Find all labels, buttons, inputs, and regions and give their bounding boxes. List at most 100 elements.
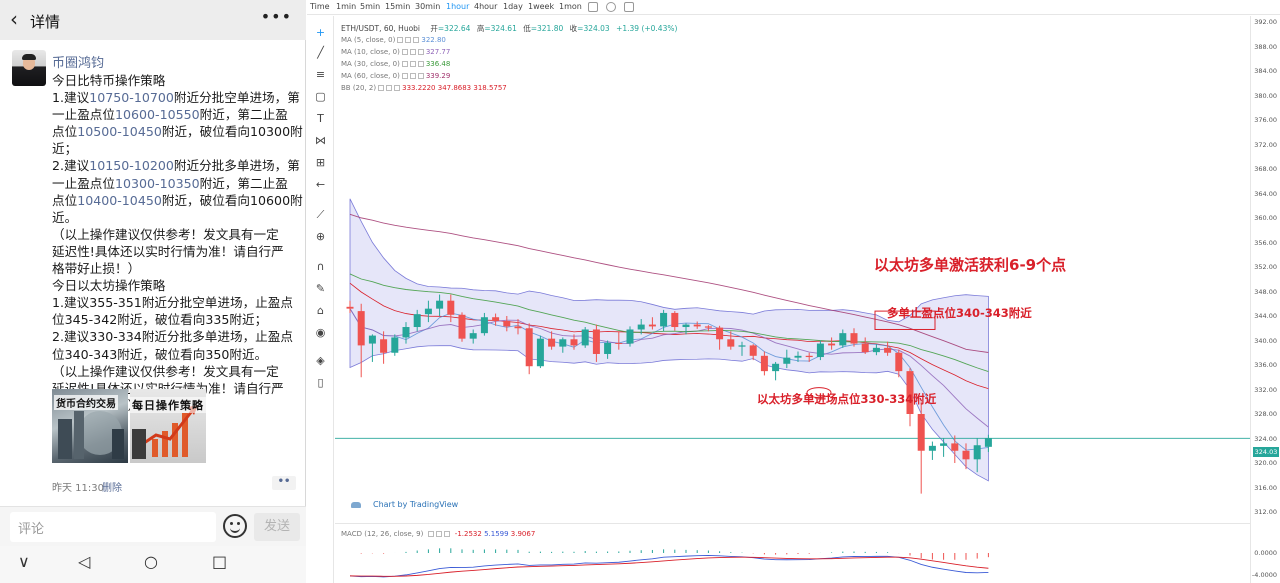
close-icon[interactable]: [413, 37, 420, 43]
close-icon[interactable]: [394, 85, 401, 91]
delete-link[interactable]: 删除: [102, 483, 122, 494]
eye-icon[interactable]: ◉: [315, 326, 326, 339]
settings-icon[interactable]: [435, 531, 442, 537]
post-line: 一止盈点位10300-10350附近，第二止盈: [52, 175, 302, 192]
zoom-in-icon[interactable]: ⊕: [315, 230, 326, 243]
close-icon[interactable]: [417, 73, 424, 79]
price-range-text: 10750-10700: [89, 90, 174, 106]
trendline-icon[interactable]: ╱: [317, 46, 324, 59]
post-image-1[interactable]: 货币合约交易: [52, 389, 128, 463]
settings-icon[interactable]: [409, 61, 416, 67]
indicator-ma10[interactable]: MA (10, close, 0) 327.77: [341, 48, 450, 56]
close-label: 收: [569, 24, 578, 33]
lock-icon[interactable]: ⌂: [317, 304, 324, 317]
image-1-caption: 货币合约交易: [54, 395, 118, 410]
visibility-icon[interactable]: [397, 37, 404, 43]
pencil-icon[interactable]: ✎: [315, 282, 326, 295]
candle-body: [805, 355, 813, 358]
visibility-icon[interactable]: [401, 73, 408, 79]
tf-time[interactable]: Time: [310, 2, 330, 11]
candle-body: [682, 324, 690, 328]
pattern-icon[interactable]: ⋈: [315, 134, 326, 147]
pane-separator[interactable]: [335, 523, 1250, 524]
y-tick-label: 320.00: [1254, 459, 1277, 467]
nav-collapse-icon[interactable]: ∨: [18, 552, 30, 571]
layers-icon[interactable]: ◈: [316, 354, 325, 367]
comment-like-button[interactable]: ••: [272, 476, 296, 490]
tf-1day[interactable]: 1day: [503, 2, 523, 11]
ruler-icon[interactable]: ⟋: [316, 208, 325, 221]
candle-body: [447, 300, 455, 315]
price-chart-area[interactable]: [335, 16, 1250, 583]
indicator-ma30[interactable]: MA (30, close, 0) 336.48: [341, 60, 450, 68]
send-button[interactable]: 发送: [254, 513, 300, 541]
trash-icon[interactable]: ▯: [317, 376, 324, 389]
crosshair-icon[interactable]: +: [315, 26, 326, 39]
tf-5min[interactable]: 5min: [360, 2, 381, 11]
candle-body: [637, 324, 645, 330]
settings-icon[interactable]: [386, 85, 393, 91]
visibility-icon[interactable]: [378, 85, 385, 91]
indicator-value: 333.2220 347.8683 318.5757: [402, 84, 507, 92]
ma30-line: [349, 273, 989, 373]
text-icon[interactable]: T: [317, 112, 324, 125]
tf-4hour[interactable]: 4hour: [474, 2, 498, 11]
candle-body: [525, 328, 533, 367]
tradingview-cloud-icon: [351, 502, 361, 508]
settings-icon[interactable]: [409, 49, 416, 55]
close-icon[interactable]: [417, 49, 424, 55]
author-avatar[interactable]: [12, 50, 46, 86]
candle-body: [895, 352, 903, 372]
candle-body: [424, 308, 432, 315]
comment-input[interactable]: 评论: [10, 512, 216, 542]
candle-body: [413, 314, 421, 328]
close-icon[interactable]: [443, 531, 450, 537]
more-options-icon[interactable]: •••: [260, 7, 292, 26]
author-name[interactable]: 币圈鸿钧: [52, 56, 105, 71]
close-icon[interactable]: [417, 61, 424, 67]
emoji-icon[interactable]: [223, 514, 247, 538]
tf-1min[interactable]: 1min: [336, 2, 357, 11]
tf-1mon[interactable]: 1mon: [559, 2, 582, 11]
nav-back-icon[interactable]: ◁: [78, 552, 91, 571]
low-value: =321.80: [530, 24, 564, 33]
bollinger-band: [349, 198, 989, 482]
indicator-name: MA (30, close, 0): [341, 60, 400, 68]
tf-1hour[interactable]: 1hour: [446, 2, 470, 11]
candle-body: [346, 306, 354, 309]
tradingview-brand[interactable]: Chart by TradingView: [373, 500, 459, 509]
post-image-2[interactable]: 每日操作策略: [130, 389, 206, 463]
visibility-icon[interactable]: [401, 61, 408, 67]
indicator-value: 339.29: [425, 72, 451, 80]
visibility-icon[interactable]: [427, 531, 434, 537]
visibility-icon[interactable]: [401, 49, 408, 55]
rectangle-icon[interactable]: ▢: [315, 90, 326, 103]
magnet-icon[interactable]: ∩: [316, 260, 325, 273]
post-text-segment: （以上操作建议仅供参考！发文具有一定: [52, 363, 279, 379]
indicator-bb[interactable]: BB (20, 2) 333.2220 347.8683 318.5757: [341, 84, 507, 92]
candle-body: [660, 312, 668, 327]
indicator-ma5[interactable]: MA (5, close, 0) 322.80: [341, 36, 446, 44]
indicator-ma60[interactable]: MA (60, close, 0) 339.29: [341, 72, 450, 80]
back-arrow-icon[interactable]: ←: [315, 178, 326, 191]
settings-icon[interactable]: [606, 2, 616, 12]
chart-type-icon[interactable]: [588, 2, 598, 12]
candle-body: [716, 327, 724, 340]
candle-body: [480, 317, 488, 334]
prediction-icon[interactable]: ⊞: [315, 156, 326, 169]
settings-icon[interactable]: [409, 73, 416, 79]
fullscreen-icon[interactable]: [624, 2, 634, 12]
price-axis[interactable]: 324.03 392.00 388.00 384.00 380.00 376.00 372…: [1250, 16, 1280, 583]
nav-recents-icon[interactable]: □: [212, 552, 228, 571]
macd-legend[interactable]: MACD (12, 26, close, 9) -1.2532 5.1599 3…: [341, 530, 535, 538]
tf-15min[interactable]: 15min: [385, 2, 411, 11]
tf-30min[interactable]: 30min: [415, 2, 441, 11]
symbol-name: ETH/USDT, 60, Huobi: [341, 24, 420, 33]
settings-icon[interactable]: [405, 37, 412, 43]
candle-body: [648, 324, 656, 327]
annotation-take-profit: 多单止盈点位340-343附近: [887, 306, 1032, 320]
fib-icon[interactable]: ≡: [315, 68, 326, 81]
nav-home-icon[interactable]: ○: [144, 552, 158, 571]
back-arrow-icon[interactable]: ‹: [10, 7, 18, 31]
tf-1week[interactable]: 1week: [528, 2, 555, 11]
